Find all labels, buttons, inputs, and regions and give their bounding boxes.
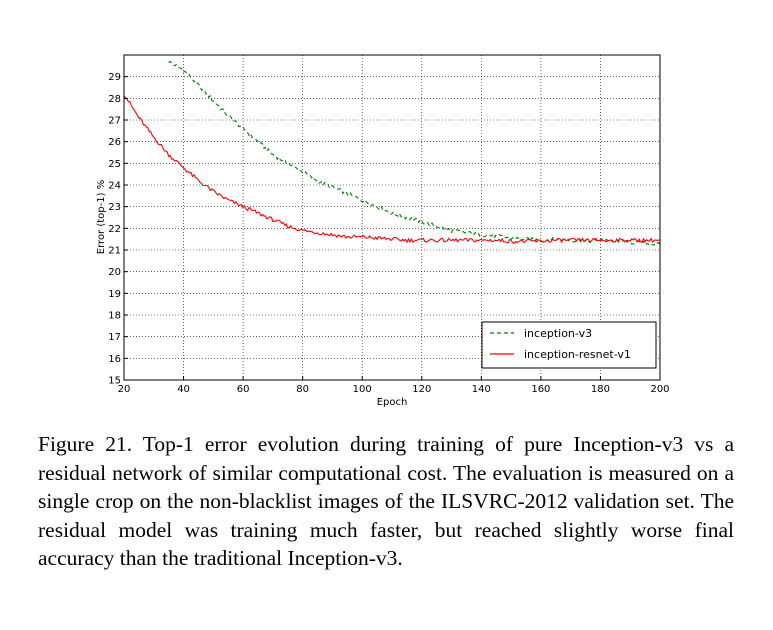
x-tick-label: 20 [118,384,131,395]
plot-frame [123,54,661,381]
series-line-inception-v3 [168,60,661,247]
y-tick-label: 16 [108,354,121,365]
y-tick-label: 27 [108,116,121,127]
y-tick-label: 17 [108,332,121,343]
y-tick-label: 15 [108,376,121,387]
y-tick-label: 29 [108,72,121,83]
legend-box [481,321,657,369]
y-tick-label: 25 [108,159,121,170]
y-axis-label: Error (top-1) % [96,180,107,254]
x-tick-label: 160 [531,384,550,395]
y-tick-label: 18 [108,311,121,322]
series-line-inception-resnet-v1 [123,95,661,244]
series-layer [123,60,661,247]
ticks: 15 16 17 18 19 20 21 22 23 24 25 26 27 28 29 20 40 60 80 10… [108,72,669,395]
x-tick-label: 100 [353,384,372,395]
y-tick-label: 19 [108,289,121,300]
x-tick-label: 140 [472,384,491,395]
x-tick-label: 80 [296,384,309,395]
y-tick-label: 20 [108,267,121,278]
x-tick-label: 180 [591,384,610,395]
x-tick-label: 200 [650,384,669,395]
legend: inception-v3 inception-resnet-v1 [481,321,657,369]
x-tick-label: 120 [412,384,431,395]
y-tick-label: 21 [108,246,121,257]
legend-label-inception-resnet-v1: inception-resnet-v1 [524,348,631,361]
x-axis-label: Epoch [377,397,408,408]
y-tick-label: 23 [108,202,121,213]
figure-caption: Figure 21. Top-1 error evolution during … [38,432,734,570]
y-tick-label: 28 [108,94,121,105]
y-tick-label: 26 [108,137,121,148]
y-tick-label: 24 [108,181,121,192]
y-tick-label: 22 [108,224,121,235]
x-tick-label: 60 [237,384,250,395]
line-chart: 15 16 17 18 19 20 21 22 23 24 25 26 27 28 29 20 40 60 80 10… [96,54,670,408]
x-tick-label: 40 [177,384,190,395]
legend-label-inception-v3: inception-v3 [524,327,592,340]
